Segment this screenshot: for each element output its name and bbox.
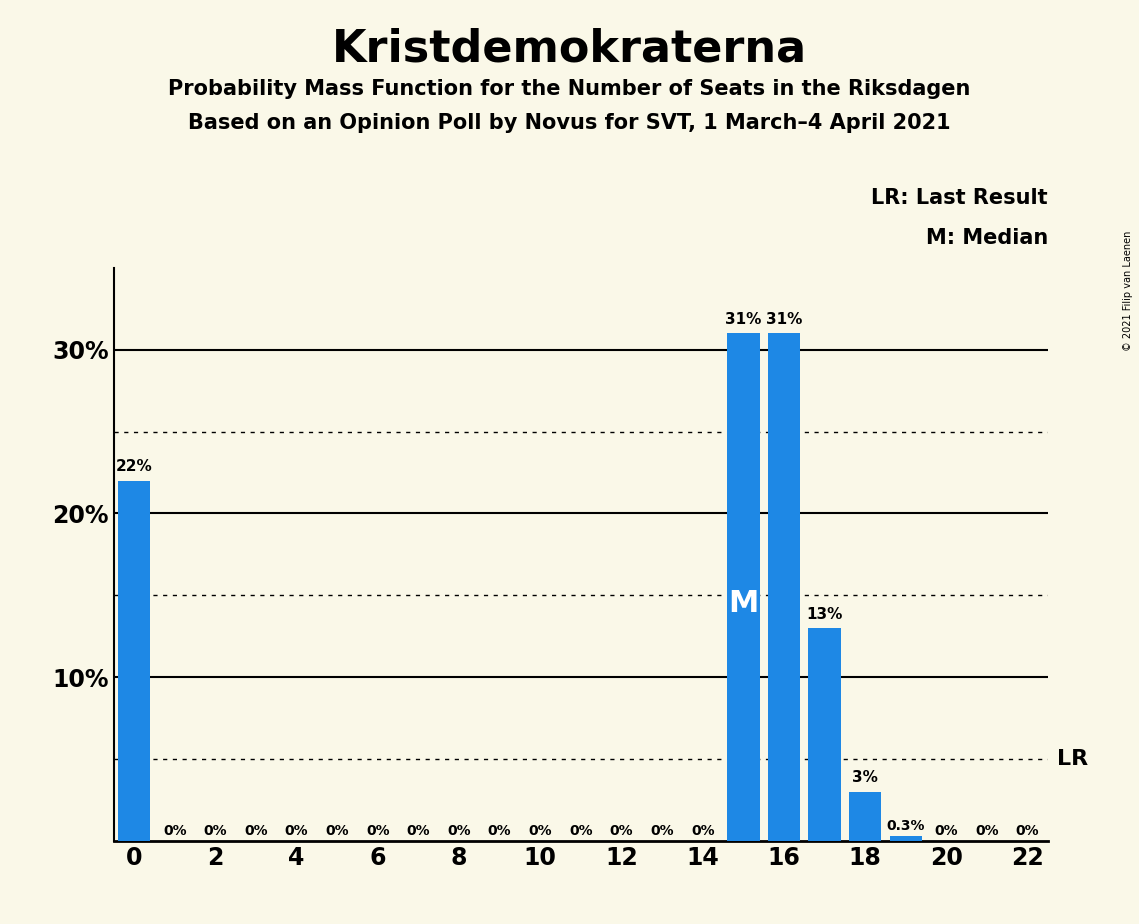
Text: LR: LR <box>1057 749 1089 769</box>
Text: 0%: 0% <box>448 824 470 838</box>
Text: 0%: 0% <box>650 824 674 838</box>
Text: 22%: 22% <box>116 459 153 474</box>
Text: 0%: 0% <box>1016 824 1040 838</box>
Bar <box>890 836 921 841</box>
Text: M: Median: M: Median <box>926 228 1048 248</box>
Text: 0%: 0% <box>163 824 187 838</box>
Bar <box>727 334 760 841</box>
Text: 0%: 0% <box>204 824 228 838</box>
Text: © 2021 Filip van Laenen: © 2021 Filip van Laenen <box>1123 231 1133 351</box>
Text: 0.3%: 0.3% <box>886 820 925 833</box>
Text: 3%: 3% <box>852 771 878 785</box>
Text: Based on an Opinion Poll by Novus for SVT, 1 March–4 April 2021: Based on an Opinion Poll by Novus for SV… <box>188 113 951 133</box>
Text: 0%: 0% <box>609 824 633 838</box>
Text: 13%: 13% <box>806 606 843 622</box>
Text: Probability Mass Function for the Number of Seats in the Riksdagen: Probability Mass Function for the Number… <box>169 79 970 99</box>
Bar <box>768 334 801 841</box>
Text: 0%: 0% <box>326 824 349 838</box>
Text: Kristdemokraterna: Kristdemokraterna <box>331 28 808 71</box>
Text: 0%: 0% <box>570 824 592 838</box>
Text: LR: Last Result: LR: Last Result <box>871 188 1048 208</box>
Text: 0%: 0% <box>528 824 552 838</box>
Text: 0%: 0% <box>407 824 431 838</box>
Text: 31%: 31% <box>726 312 762 327</box>
Bar <box>118 480 150 841</box>
Text: M: M <box>728 589 759 618</box>
Text: 0%: 0% <box>244 824 268 838</box>
Text: 31%: 31% <box>765 312 802 327</box>
Bar <box>809 628 841 841</box>
Text: 0%: 0% <box>487 824 511 838</box>
Text: 0%: 0% <box>285 824 309 838</box>
Bar <box>849 792 882 841</box>
Text: 0%: 0% <box>366 824 390 838</box>
Text: 0%: 0% <box>975 824 999 838</box>
Text: 0%: 0% <box>934 824 958 838</box>
Text: 0%: 0% <box>691 824 714 838</box>
